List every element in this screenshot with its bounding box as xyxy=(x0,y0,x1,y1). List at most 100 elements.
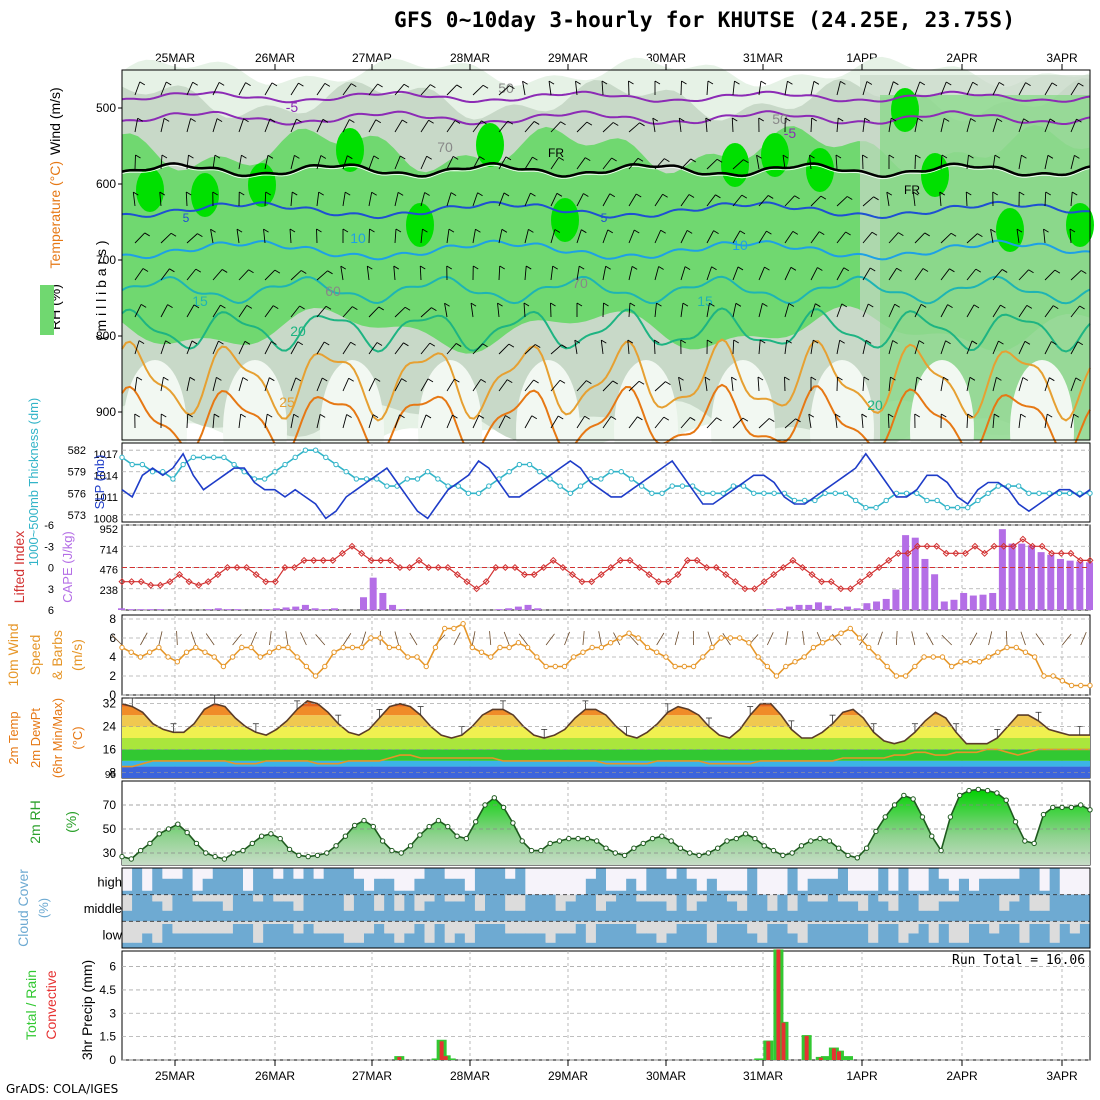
wind-barb xyxy=(654,230,662,244)
rh2m-line-marker xyxy=(1022,838,1028,844)
wind-barb-flag xyxy=(835,413,841,418)
wind-barb-flag xyxy=(704,376,711,381)
wind-barb xyxy=(576,380,587,392)
wind-barb-flag xyxy=(665,381,671,386)
wind-barb-flag xyxy=(709,302,715,307)
wind-barb-flag xyxy=(868,303,874,308)
rh2m-line-marker xyxy=(221,856,228,862)
wind-speed-line-marker xyxy=(469,644,476,651)
cape-bar xyxy=(805,604,813,610)
wind-barb-flag xyxy=(430,84,436,88)
wind-barb xyxy=(550,157,560,170)
wind-barb xyxy=(238,82,246,96)
rh2m-line-marker xyxy=(175,821,181,827)
cloud-cell xyxy=(1039,910,1051,922)
wind-barb-flag xyxy=(994,154,1001,159)
thickness-line-marker xyxy=(863,504,869,511)
wind-barb-flag xyxy=(996,118,1003,122)
wind-speed-line-marker xyxy=(672,663,678,670)
cloud-cell-gap xyxy=(999,894,1010,911)
wind-speed-line-marker xyxy=(1059,678,1066,684)
date-label-bottom: 1APR xyxy=(846,1069,878,1083)
cloud-cell-gap xyxy=(948,868,960,891)
wind-barb-flag xyxy=(216,377,222,381)
wind-barb xyxy=(212,269,223,281)
wind-speed-line-marker xyxy=(967,659,973,665)
wind-barb xyxy=(394,378,402,392)
cloud-cell-gap xyxy=(515,894,526,911)
wind-barb xyxy=(992,414,995,429)
wind-barb-flag xyxy=(1045,191,1051,196)
cloud-axis-label-1-group: Cloud Cover xyxy=(15,869,31,947)
thickness-line-marker xyxy=(995,483,1001,489)
wind-barb xyxy=(862,196,874,207)
cloud-cell xyxy=(353,894,365,922)
wind-barb xyxy=(784,231,794,244)
rh2m-line-marker xyxy=(603,845,609,851)
cloud-cell-gap xyxy=(424,894,436,902)
wind-barb xyxy=(316,305,327,318)
rh-high-blob xyxy=(336,128,364,172)
wind-barb-flag xyxy=(327,270,333,275)
cape-bar xyxy=(969,595,977,610)
lifted-index-marker xyxy=(405,563,414,572)
cloud-cell xyxy=(999,878,1010,895)
wind-barb-flag xyxy=(1049,377,1055,382)
cloud-cell-gap xyxy=(222,894,234,911)
rh2m-line-marker xyxy=(1040,811,1047,818)
wind-barb-flag xyxy=(861,413,868,418)
lifted-index-marker xyxy=(1028,542,1037,550)
wind-speed-line-marker xyxy=(276,644,282,651)
wind-barb xyxy=(1044,377,1050,392)
wind-barb xyxy=(705,118,708,133)
legend-part: Temperature (°C) xyxy=(47,161,63,269)
rh-tick-label: 70 xyxy=(103,798,117,812)
wind-barb-flag xyxy=(610,416,617,420)
wind-barb xyxy=(419,265,422,281)
wind-barb xyxy=(896,630,898,646)
wind-axis-label-1: 10m Wind xyxy=(5,623,21,686)
wind-barb-flag xyxy=(946,81,952,86)
cloud-cell xyxy=(747,894,758,922)
wind-barb xyxy=(394,631,399,646)
wind-barb xyxy=(472,192,478,207)
wind-barb-flag xyxy=(263,228,269,233)
slp-line xyxy=(121,452,1091,520)
wind-barb-flag xyxy=(403,83,410,88)
cloud-cell xyxy=(152,942,163,948)
cloud-cell-gap xyxy=(152,921,163,943)
wind-barb xyxy=(758,303,763,318)
wind-barb-flag xyxy=(523,302,530,307)
cloud-cell xyxy=(374,910,385,922)
wind-barb-flag xyxy=(533,121,540,125)
wind-barb-flag xyxy=(684,266,691,270)
wind-barb-flag xyxy=(295,377,302,382)
wind-barb xyxy=(158,631,163,646)
thickness-line-marker xyxy=(1046,490,1052,496)
wind-barb-flag xyxy=(634,229,640,234)
isotherm-20 xyxy=(121,307,1091,353)
thickness-line-marker xyxy=(659,490,665,496)
wind-barb xyxy=(1070,118,1077,133)
wind-barb-flag xyxy=(481,120,487,125)
cloud-cell-gap xyxy=(273,921,284,924)
cloud-cell xyxy=(797,942,809,948)
wind-barb xyxy=(992,82,1000,96)
wind-barb xyxy=(574,340,578,355)
wind-barb xyxy=(602,229,609,244)
cloud-cell xyxy=(142,894,153,922)
wind-barb xyxy=(394,192,399,207)
pressure-tick-label: 700 xyxy=(96,253,116,267)
lifted-index-marker xyxy=(128,578,136,586)
cloud-cell-gap xyxy=(535,868,546,895)
cloud-cell-gap xyxy=(686,868,698,879)
lifted-index-marker xyxy=(1038,542,1046,550)
wind-barb-flag xyxy=(475,228,481,233)
wind-barb xyxy=(264,118,271,133)
wind-barb xyxy=(758,266,765,281)
wind-barb xyxy=(888,81,894,96)
wind-barb xyxy=(732,417,744,429)
wind-barb-flag xyxy=(786,339,792,344)
rh2m-line-marker xyxy=(389,847,395,854)
